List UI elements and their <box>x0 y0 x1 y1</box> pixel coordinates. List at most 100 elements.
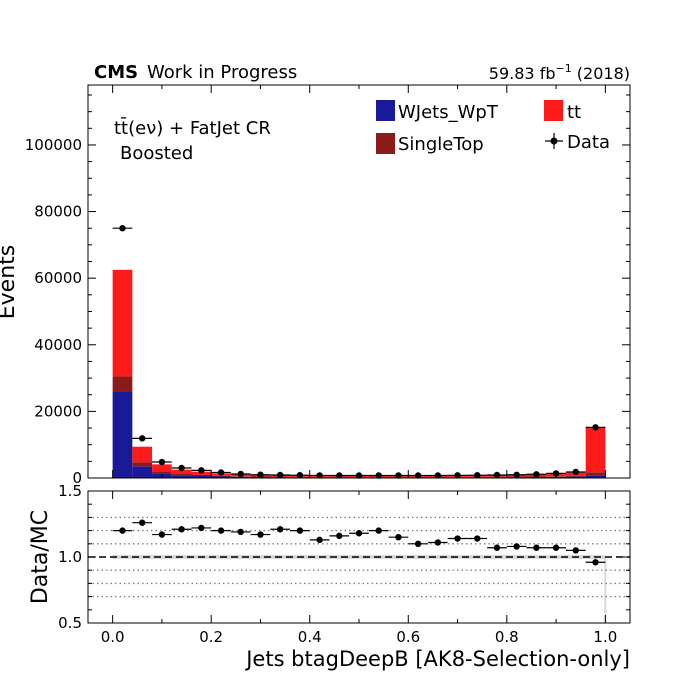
data-point-bin-5 <box>217 469 225 476</box>
ratio-point-23 <box>572 547 579 554</box>
main-y-tick-label-2: 40000 <box>34 336 82 354</box>
ratio-x-tick-label-3: 0.6 <box>396 628 420 646</box>
lumi-value: 59.83 fb <box>489 64 556 83</box>
ratio-point-14 <box>395 534 402 541</box>
cms-label: CMS <box>94 62 138 83</box>
ratio-y-tick-label-0: 0.5 <box>58 614 82 632</box>
data-point-bin-4 <box>198 467 205 474</box>
ratio-point-24 <box>592 559 599 566</box>
ratio-point-11 <box>336 532 343 540</box>
ratio-point-18 <box>474 535 481 542</box>
data-point-bin-16 <box>434 472 442 479</box>
bar-tt-bin-24 <box>585 427 606 473</box>
main-y-tick-label-5: 100000 <box>25 136 82 154</box>
bar-tt-bin-2 <box>152 464 172 472</box>
data-point-bin-15 <box>414 472 422 479</box>
bar-singletop-bin-24 <box>585 472 606 476</box>
region-line-1: tt̄(eν) + FatJet CR <box>114 117 271 139</box>
data-point-bin-0 <box>119 225 126 232</box>
main-panel: 0 20000 40000 60000 80000 100000 <box>25 85 630 487</box>
bar-wjets-wpt-bin-0 <box>112 391 133 478</box>
ratio-plot-frame <box>87 490 631 624</box>
ratio-point-22 <box>552 544 560 551</box>
ratio-point-13 <box>375 527 382 534</box>
bar-wjets-wpt-bin-6 <box>230 476 251 478</box>
data-point-bin-3 <box>178 464 185 472</box>
main-y-tick-label-0: 0 <box>72 469 82 487</box>
lumi-year: (2018) <box>572 64 630 83</box>
ratio-point-3 <box>178 526 185 533</box>
data-point-bin-9 <box>296 471 304 479</box>
lumi-label: 59.83 fb−1 (2018) <box>489 62 630 83</box>
ratio-panel: 0.5 1.0 1.5 0.0 0.2 0.4 0.6 0.8 1.0 <box>58 482 630 646</box>
ratio-point-16 <box>434 539 442 546</box>
main-y-tick-label-1: 20000 <box>34 402 82 420</box>
bar-singletop-bin-3 <box>171 474 192 476</box>
ratio-point-8 <box>276 526 284 533</box>
ratio-x-tick-label-0: 0.0 <box>101 628 125 646</box>
data-point-bin-24 <box>592 424 599 431</box>
bar-tt-bin-0 <box>112 269 133 377</box>
status-label: Work in Progress <box>147 62 297 83</box>
bar-tt-bin-3 <box>171 469 192 475</box>
main-y-tick-label-3: 60000 <box>34 269 82 287</box>
data-point-bin-8 <box>276 471 284 479</box>
main-plot-frame <box>87 84 631 479</box>
bar-wjets-wpt-bin-5 <box>211 476 231 478</box>
data-point-bin-14 <box>395 472 402 479</box>
ratio-point-0 <box>119 527 126 534</box>
data-point-bin-20 <box>513 471 520 478</box>
ratio-point-5 <box>217 527 225 534</box>
legend-label-singletop: SingleTop <box>398 134 484 155</box>
legend-swatch-wjets <box>376 100 395 121</box>
data-point-bin-6 <box>237 470 244 478</box>
legend-label-wjets: WJets_WpT <box>398 102 499 123</box>
legend-data-marker <box>550 137 558 145</box>
ratio-point-12 <box>355 530 363 537</box>
bar-wjets-wpt-bin-24 <box>585 475 606 478</box>
x-axis-label: Jets btagDeepB [AK8-Selection-only] <box>244 647 630 671</box>
legend-entry-wjets: WJets_WpT <box>376 100 499 123</box>
legend-entry-singletop: SingleTop <box>376 133 484 155</box>
main-y-tick-label-4: 80000 <box>34 203 82 221</box>
ratio-point-20 <box>513 543 520 550</box>
ratio-point-21 <box>533 544 540 551</box>
ratio-point-9 <box>296 527 304 534</box>
bar-singletop-bin-4 <box>191 475 212 477</box>
ratio-point-2 <box>158 531 166 538</box>
ratio-point-17 <box>454 535 461 542</box>
ratio-y-axis-label: Data/MC <box>28 510 53 604</box>
bar-wjets-wpt-bin-3 <box>171 475 192 478</box>
ratio-point-6 <box>237 528 244 536</box>
bar-tt-bin-1 <box>132 446 153 463</box>
legend-entry-tt: tt <box>544 100 581 123</box>
data-point-bin-10 <box>316 472 323 479</box>
bar-singletop-bin-5 <box>211 475 231 477</box>
main-y-axis-label: Events <box>0 245 20 320</box>
ratio-x-tick-label-4: 0.8 <box>495 628 519 646</box>
legend: WJets_WpT SingleTop tt Data <box>376 100 610 155</box>
bar-singletop-bin-2 <box>152 471 172 474</box>
data-point-bin-1 <box>139 435 146 442</box>
bar-wjets-wpt-bin-4 <box>191 476 212 478</box>
data-point-bin-18 <box>474 472 481 479</box>
data-point-bin-11 <box>336 472 343 479</box>
ratio-point-4 <box>198 524 205 532</box>
lumi-exponent: −1 <box>555 62 571 75</box>
ratio-point-10 <box>316 536 323 544</box>
data-point-bin-13 <box>375 472 382 479</box>
legend-entry-data: Data <box>545 132 610 153</box>
bar-wjets-wpt-bin-1 <box>132 466 153 478</box>
ratio-y-tick-label-2: 1.5 <box>58 482 82 500</box>
bar-singletop-bin-1 <box>132 462 153 467</box>
ratio-x-tick-label-5: 1.0 <box>593 628 617 646</box>
bar-wjets-wpt-bin-23 <box>565 476 586 478</box>
ratio-x-tick-label-2: 0.4 <box>298 628 322 646</box>
ratio-x-tick-label-1: 0.2 <box>199 628 223 646</box>
ratio-point-7 <box>257 531 264 538</box>
bar-singletop-bin-23 <box>565 475 586 477</box>
ratio-y-tick-label-1: 1.0 <box>58 548 82 566</box>
bar-singletop-bin-0 <box>112 376 133 392</box>
data-point-bin-23 <box>572 468 579 476</box>
